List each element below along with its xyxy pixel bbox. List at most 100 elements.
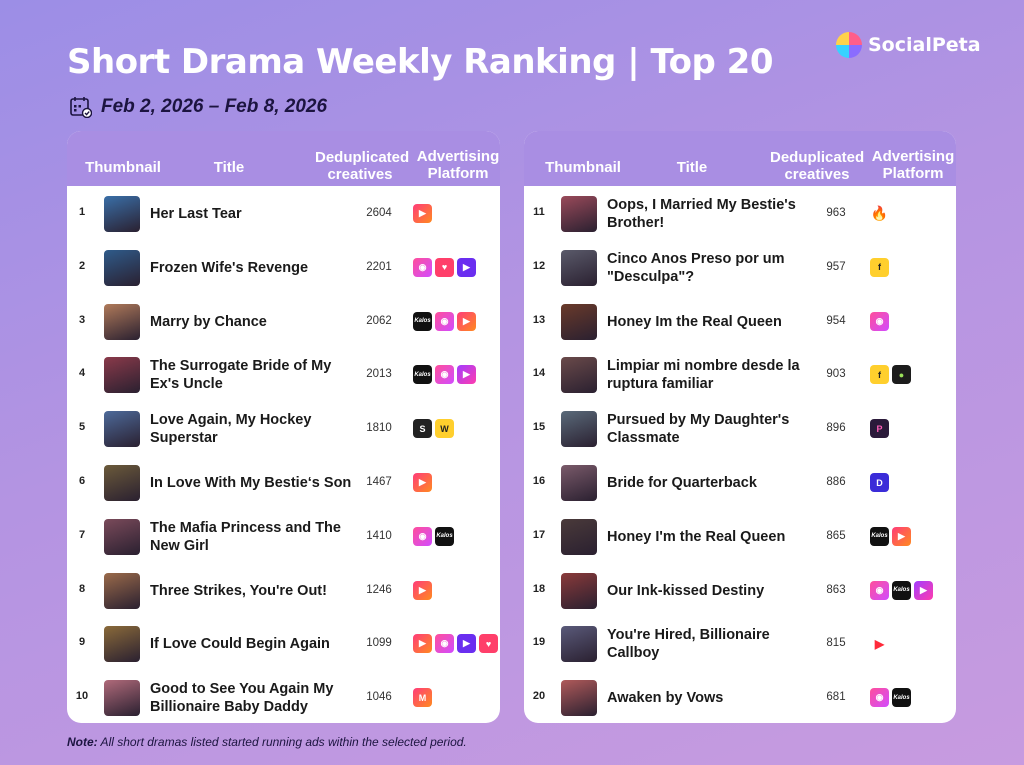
play-icon: ▶ (457, 311, 476, 331)
kalos-icon: Kalos (413, 311, 432, 331)
thumbnail-image[interactable] (104, 518, 140, 555)
col-platform: Advertising Platform (411, 148, 500, 182)
table-row[interactable]: 17 Honey I'm the Real Queen 865 Kalos ▶ (524, 510, 956, 564)
note-label: Note: (67, 735, 98, 749)
col-dedup-line1: Deduplicated (315, 149, 410, 166)
platform-icons: D (870, 473, 889, 492)
table-row[interactable]: 2 Frozen Wife's Revenge 2201 ◉ ♥ ▶ (67, 241, 500, 295)
creatives-count: 2604 (366, 207, 392, 219)
rank-number: 17 (532, 528, 546, 541)
drama-title: You're Hired, Billionaire Callboy (607, 627, 770, 662)
rank-number: 20 (532, 690, 546, 703)
heart-icon: ♥ (479, 634, 498, 654)
thumbnail-image[interactable] (104, 626, 140, 663)
thumbnail-image[interactable] (561, 249, 597, 286)
drama-title: Our Ink-kissed Destiny (607, 582, 765, 599)
thumbnail-image[interactable] (104, 303, 140, 340)
platform-icons: M (413, 688, 432, 708)
table-row[interactable]: 20 Awaken by Vows 681 ◉ Kalos (524, 671, 956, 723)
table-row[interactable]: 5 Love Again, My Hockey Superstar 1810 S W (67, 402, 500, 456)
fire-icon: 🔥 (870, 204, 889, 223)
platform-icons: ▶ (413, 473, 432, 492)
table-row[interactable]: 19 You're Hired, Billionaire Callboy 815 ▶ (524, 617, 956, 671)
drama-title: Cinco Anos Preso por um "Desculpa"? (607, 250, 785, 285)
play-icon: ▶ (413, 204, 432, 223)
calendar-icon (70, 97, 92, 118)
table-row[interactable]: 10 Good to See You Again My Billionaire B… (67, 671, 500, 723)
thumbnail-image[interactable] (561, 465, 597, 501)
kalos-icon: Kalos (413, 365, 432, 385)
drama-title: Frozen Wife's Revenge (150, 259, 309, 276)
video-icon: ▶ (457, 257, 476, 277)
col-platform-line2: Platform (427, 165, 489, 182)
thumbnail-image[interactable] (561, 572, 597, 609)
heart-icon: ♥ (435, 257, 454, 277)
table-row[interactable]: 6 In Love With My Bestie‘s Son 1467 ▶ (67, 456, 500, 510)
m-icon: M (413, 688, 432, 708)
yellow-icon: f (870, 365, 889, 385)
platform-icons: ◉ ♥ ▶ (413, 257, 476, 277)
thumbnail-image[interactable] (104, 572, 140, 609)
rank-number: 8 (78, 582, 86, 595)
table-row[interactable]: 7 The Mafia Princess and The New Girl 1410… (67, 510, 500, 564)
creatives-count: 954 (826, 314, 846, 327)
creatives-count: 681 (826, 691, 846, 704)
platform-icons: ◉ Kalos ▶ (870, 580, 933, 600)
platform-icons: ▶ (413, 580, 432, 600)
thumbnail-image[interactable] (561, 303, 597, 340)
thumbnail-image[interactable] (104, 680, 140, 717)
play-icon: ▶ (413, 473, 432, 492)
table-row[interactable]: 4 The Surrogate Bride of My Ex's Uncle 201… (67, 348, 500, 402)
thumbnail-image[interactable] (104, 357, 140, 394)
table-header: Thumbnail Title Deduplicated creatives Ad… (524, 131, 956, 186)
creatives-count: 896 (826, 422, 846, 435)
kalos-icon: Kalos (892, 688, 911, 708)
creatives-count: 2062 (366, 314, 392, 327)
thumbnail-image[interactable] (561, 411, 597, 448)
chat-icon: ◉ (435, 365, 454, 385)
creatives-count: 865 (826, 529, 846, 542)
table-row[interactable]: 1 Her Last Tear 2604 ▶ (67, 187, 500, 241)
col-dedup-line2: creatives (784, 166, 850, 183)
thumbnail-image[interactable] (561, 357, 597, 394)
thumbnail-image[interactable] (561, 680, 597, 717)
drama-title: If Love Could Begin Again (150, 636, 330, 653)
creatives-count: 815 (826, 637, 846, 650)
rank-number: 2 (78, 259, 86, 272)
table-row[interactable]: 8 Three Strikes, You're Out! 1246 ▶ (67, 564, 500, 618)
col-thumbnail: Thumbnail (85, 159, 161, 176)
drama-title: Bride for Quarterback (607, 475, 757, 491)
thumbnail-image[interactable] (561, 196, 597, 232)
thumbnail-image[interactable] (561, 518, 597, 555)
table-row[interactable]: 16 Bride for Quarterback 886 D (524, 456, 956, 510)
table-row[interactable]: 15 Pursued by My Daughter's Classmate 896 P (524, 402, 956, 456)
col-dedup-line2: creatives (327, 166, 393, 183)
chat-icon: ◉ (413, 526, 432, 546)
rank-number: 18 (532, 582, 546, 595)
rank-number: 9 (78, 636, 86, 649)
logo-text: SocialPeta (868, 34, 981, 56)
col-platform-line1: Advertising (871, 148, 955, 165)
chat-icon: ◉ (413, 257, 432, 277)
s-icon: S (413, 419, 432, 439)
play-icon: ▶ (892, 526, 911, 546)
thumbnail-image[interactable] (104, 465, 140, 501)
yellow-icon: W (435, 419, 454, 439)
drama-title: Awaken by Vows (607, 690, 724, 707)
thumbnail-image[interactable] (104, 196, 140, 232)
table-row[interactable]: 14 Limpiar mi nombre desde la ruptura fam… (524, 348, 956, 402)
ranking-table-left: Thumbnail Title Deduplicated creatives Ad… (67, 131, 500, 723)
chat-icon: ◉ (435, 634, 454, 654)
thumbnail-image[interactable] (104, 411, 140, 448)
table-row[interactable]: 12 Cinco Anos Preso por um "Desculpa"? 957… (524, 241, 956, 295)
col-dedup-line1: Deduplicated (770, 149, 865, 166)
table-row[interactable]: 18 Our Ink-kissed Destiny 863 ◉ Kalos ▶ (524, 564, 956, 618)
thumbnail-image[interactable] (561, 626, 597, 663)
rank-number: 5 (78, 421, 86, 434)
table-row[interactable]: 9 If Love Could Begin Again 1099 ▶ ◉ ▶ ♥ (67, 617, 500, 671)
table-row[interactable]: 3 Marry by Chance 2062 Kalos ◉ ▶ (67, 295, 500, 349)
table-row[interactable]: 13 Honey Im the Real Queen 954 ◉ (524, 295, 956, 349)
thumbnail-image[interactable] (104, 249, 140, 286)
table-row[interactable]: 11 Oops, I Married My Bestie's Brother! 96… (524, 187, 956, 241)
